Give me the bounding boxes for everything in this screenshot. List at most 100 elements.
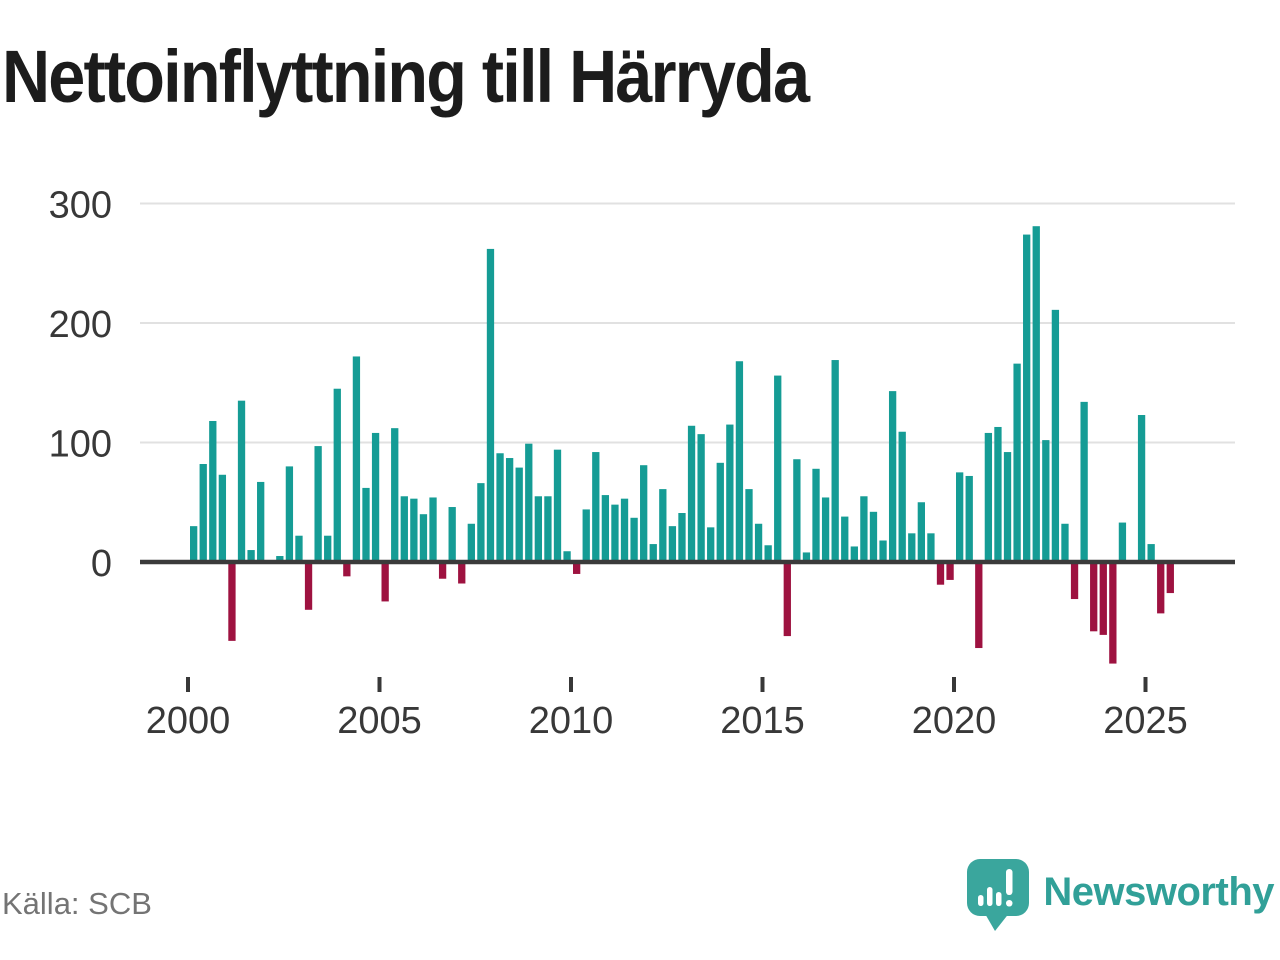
bar-2004-q3 [362,487,370,562]
bar-2000-q2 [199,464,207,562]
bar-2013-q3 [707,527,715,562]
bar-2012-q2 [659,489,667,562]
bar-2025-q2 [1157,562,1165,614]
bar-2006-q1 [419,514,428,562]
bar-2019-q3 [936,562,945,585]
bar-2011-q1 [611,504,619,562]
bar-2022-q3 [1051,309,1060,562]
bar-2020-q3 [975,562,983,649]
bar-2005-q3 [400,496,408,562]
bar-2025-q3 [1166,562,1174,594]
bar-2003-q4 [333,388,341,562]
bar-2009-q4 [563,551,571,562]
y-tick-label-300: 300 [49,185,112,227]
newsworthy-wordmark: Newsworthy [1043,869,1274,914]
bar-2017-q4 [869,511,878,562]
bar-2005-q1 [381,562,389,602]
source-label: Källa: SCB [2,886,152,921]
bar-2013-q4 [716,462,724,562]
bar-2008-q2 [505,458,514,562]
bar-2016-q2 [812,468,820,562]
bar-2022-q4 [1061,523,1069,562]
bar-2009-q3 [553,449,562,562]
bar-2005-q4 [410,498,418,562]
bar-2012-q3 [668,526,677,562]
bar-2020-q4 [984,432,993,562]
bar-2018-q3 [898,431,906,562]
bar-2022-q2 [1042,440,1050,562]
bar-2014-q3 [745,489,753,562]
bar-2007-q3 [477,483,485,562]
bar-2023-q2 [1080,401,1088,562]
bar-2021-q3 [1013,363,1021,562]
bar-2024-q2 [1118,522,1127,562]
bar-2019-q1 [917,502,925,562]
bar-2004-q2 [352,356,361,562]
bar-2000-q1 [190,526,198,562]
bar-2020-q1 [956,472,964,562]
bar-2019-q2 [927,533,935,562]
bar-2007-q1 [458,562,466,584]
bar-2003-q1 [304,562,313,610]
bar-2010-q1 [573,562,581,574]
newsworthy-icon [967,859,1030,931]
bar-2014-q4 [754,523,763,562]
y-tick-label-200: 200 [49,304,112,346]
bar-2010-q4 [601,495,610,562]
bar-2003-q2 [314,446,322,562]
bar-2002-q3 [285,466,294,562]
bar-2002-q4 [295,535,303,562]
bar-2023-q1 [1070,562,1079,600]
bar-2008-q1 [496,453,504,562]
bar-2011-q4 [640,465,648,562]
bar-2008-q4 [525,443,533,562]
bar-2013-q1 [687,425,696,562]
x-tick-label-2015: 2015 [720,700,805,742]
y-tick-label-100: 100 [49,424,112,466]
x-tick-label-2025: 2025 [1103,700,1188,742]
bar-2011-q2 [620,498,629,562]
x-tick-label-2020: 2020 [912,700,997,742]
bar-2018-q2 [888,391,897,562]
bar-2013-q2 [697,434,705,562]
bar-2015-q3 [783,562,791,637]
bar-2018-q4 [908,533,916,562]
bar-2016-q4 [831,360,839,562]
newsworthy-logo: Newsworthy [967,856,1274,934]
bar-2010-q3 [592,452,600,562]
bar-2007-q4 [486,248,495,562]
bar-2021-q1 [994,426,1002,562]
bar-2006-q4 [448,507,456,562]
bar-2017-q3 [860,496,868,562]
bar-2014-q1 [726,424,734,562]
bar-2006-q3 [438,562,447,579]
bar-2008-q3 [515,467,523,562]
bar-2012-q4 [678,513,686,562]
bar-2001-q1 [228,562,236,641]
bar-2025-q1 [1147,544,1155,562]
bar-2007-q2 [467,523,475,562]
x-tick-label-2005: 2005 [337,700,422,742]
bar-2000-q3 [209,420,217,562]
y-tick-label-0: 0 [91,543,112,585]
bar-2012-q1 [649,544,657,562]
bar-2015-q1 [764,545,772,562]
bar-2001-q4 [257,481,265,562]
x-tick-label-2010: 2010 [529,700,614,742]
bar-2024-q4 [1137,415,1146,562]
bar-2019-q4 [946,562,954,580]
bar-2011-q3 [630,517,638,562]
bar-2023-q4 [1099,562,1107,635]
bar-chart: 0 100 200 300 2000 2005 2010 2015 2020 2025 [49,185,1235,742]
x-tick-label-2000: 2000 [146,700,231,742]
bar-2017-q2 [850,546,858,562]
bar-2021-q4 [1023,234,1031,562]
bar-2015-q4 [793,459,801,562]
bar-2001-q2 [237,400,246,562]
bar-2018-q1 [879,540,887,562]
bar-2015-q2 [774,375,782,562]
bar-2001-q3 [247,550,255,562]
bar-2005-q2 [391,428,399,562]
bar-2006-q2 [429,497,437,562]
